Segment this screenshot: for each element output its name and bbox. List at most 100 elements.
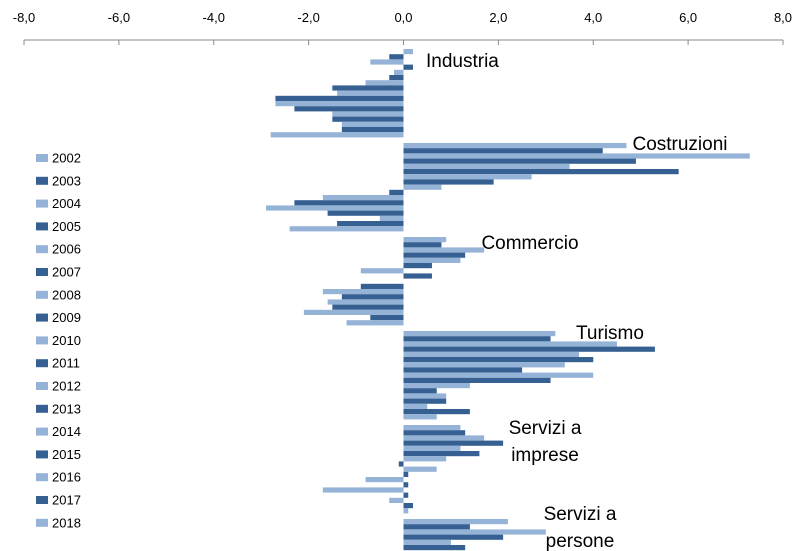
bar bbox=[360, 283, 404, 289]
bar bbox=[341, 121, 404, 127]
bar bbox=[403, 539, 451, 545]
legend-label: 2015 bbox=[52, 447, 81, 462]
category-label: Industria bbox=[426, 51, 499, 72]
bar bbox=[270, 132, 404, 138]
bar bbox=[403, 362, 565, 368]
legend-label: 2004 bbox=[52, 196, 81, 211]
bar bbox=[337, 221, 404, 227]
bar bbox=[294, 106, 404, 112]
bar bbox=[289, 226, 404, 232]
bar bbox=[403, 466, 437, 472]
bar bbox=[332, 111, 404, 117]
bar bbox=[403, 534, 504, 540]
bar bbox=[403, 545, 466, 551]
legend-label: 2016 bbox=[52, 470, 81, 485]
bar bbox=[265, 205, 404, 211]
bar bbox=[327, 210, 404, 216]
bar bbox=[403, 403, 428, 409]
bar bbox=[403, 414, 437, 420]
bar bbox=[403, 393, 447, 399]
legend-swatch bbox=[36, 176, 48, 185]
bar bbox=[403, 430, 466, 436]
legend-swatch bbox=[36, 496, 48, 504]
legend-label: 2017 bbox=[52, 493, 81, 508]
legend-swatch bbox=[36, 382, 48, 390]
bar bbox=[403, 247, 485, 253]
legend-swatch bbox=[36, 450, 48, 459]
bar bbox=[332, 85, 404, 91]
bar bbox=[403, 456, 447, 462]
bar bbox=[322, 289, 404, 295]
legend-swatch bbox=[36, 359, 48, 368]
bar bbox=[303, 309, 404, 315]
bar bbox=[403, 184, 442, 190]
x-tick-label: 8,0 bbox=[774, 10, 792, 25]
category-label: Commercio bbox=[481, 233, 579, 254]
legend-swatch bbox=[36, 268, 48, 276]
bar bbox=[403, 263, 432, 269]
x-tick-label: -6,0 bbox=[108, 10, 130, 25]
legend-label: 2002 bbox=[52, 151, 81, 166]
legend-swatch bbox=[36, 290, 48, 299]
bar bbox=[337, 90, 404, 96]
x-tick-label: 2,0 bbox=[489, 10, 507, 25]
bar bbox=[332, 116, 404, 122]
bar bbox=[403, 153, 750, 159]
bar bbox=[403, 367, 523, 373]
bar bbox=[403, 143, 627, 149]
bar bbox=[403, 529, 546, 535]
legend-label: 2006 bbox=[52, 242, 81, 257]
x-tick-label: -4,0 bbox=[203, 10, 225, 25]
bar bbox=[403, 64, 413, 70]
bar bbox=[403, 372, 594, 378]
legend-swatch bbox=[36, 245, 48, 254]
bar bbox=[341, 127, 404, 133]
bar bbox=[403, 179, 494, 185]
bar bbox=[341, 294, 404, 300]
bar bbox=[327, 299, 404, 305]
legend-label: 2003 bbox=[52, 173, 81, 188]
legend-swatch bbox=[36, 473, 48, 482]
legend-label: 2005 bbox=[52, 219, 81, 234]
bar bbox=[403, 451, 480, 457]
bar bbox=[394, 69, 404, 75]
bar bbox=[403, 158, 636, 164]
bar bbox=[403, 383, 470, 389]
bar bbox=[403, 174, 532, 180]
bar bbox=[403, 398, 447, 404]
legend-swatch bbox=[36, 222, 48, 231]
bar bbox=[403, 252, 466, 258]
bar bbox=[403, 440, 504, 446]
bar bbox=[370, 59, 404, 65]
x-tick-label: 6,0 bbox=[679, 10, 697, 25]
bar bbox=[403, 519, 508, 525]
bar bbox=[403, 336, 551, 342]
bar bbox=[403, 482, 409, 488]
bar bbox=[403, 49, 413, 55]
bar bbox=[403, 471, 409, 477]
legend-label: 2011 bbox=[52, 356, 80, 371]
bar bbox=[403, 377, 551, 383]
x-tick-label: -2,0 bbox=[297, 10, 319, 25]
legend-swatch bbox=[36, 404, 48, 413]
legend-swatch bbox=[36, 199, 48, 208]
bar bbox=[403, 257, 461, 263]
bar bbox=[403, 508, 409, 514]
legend-label: 2009 bbox=[52, 310, 81, 325]
legend-label: 2013 bbox=[52, 401, 81, 416]
bar bbox=[389, 497, 404, 503]
bar bbox=[332, 304, 404, 310]
bar bbox=[403, 351, 580, 357]
bar bbox=[403, 242, 442, 248]
bar bbox=[379, 215, 404, 221]
bar bbox=[403, 148, 603, 154]
bar bbox=[403, 357, 594, 363]
bar bbox=[389, 189, 404, 195]
legend-swatch bbox=[36, 518, 48, 527]
bar bbox=[403, 169, 679, 175]
bar bbox=[403, 503, 413, 509]
x-tick-label: 4,0 bbox=[584, 10, 602, 25]
legend-label: 2012 bbox=[52, 379, 81, 394]
